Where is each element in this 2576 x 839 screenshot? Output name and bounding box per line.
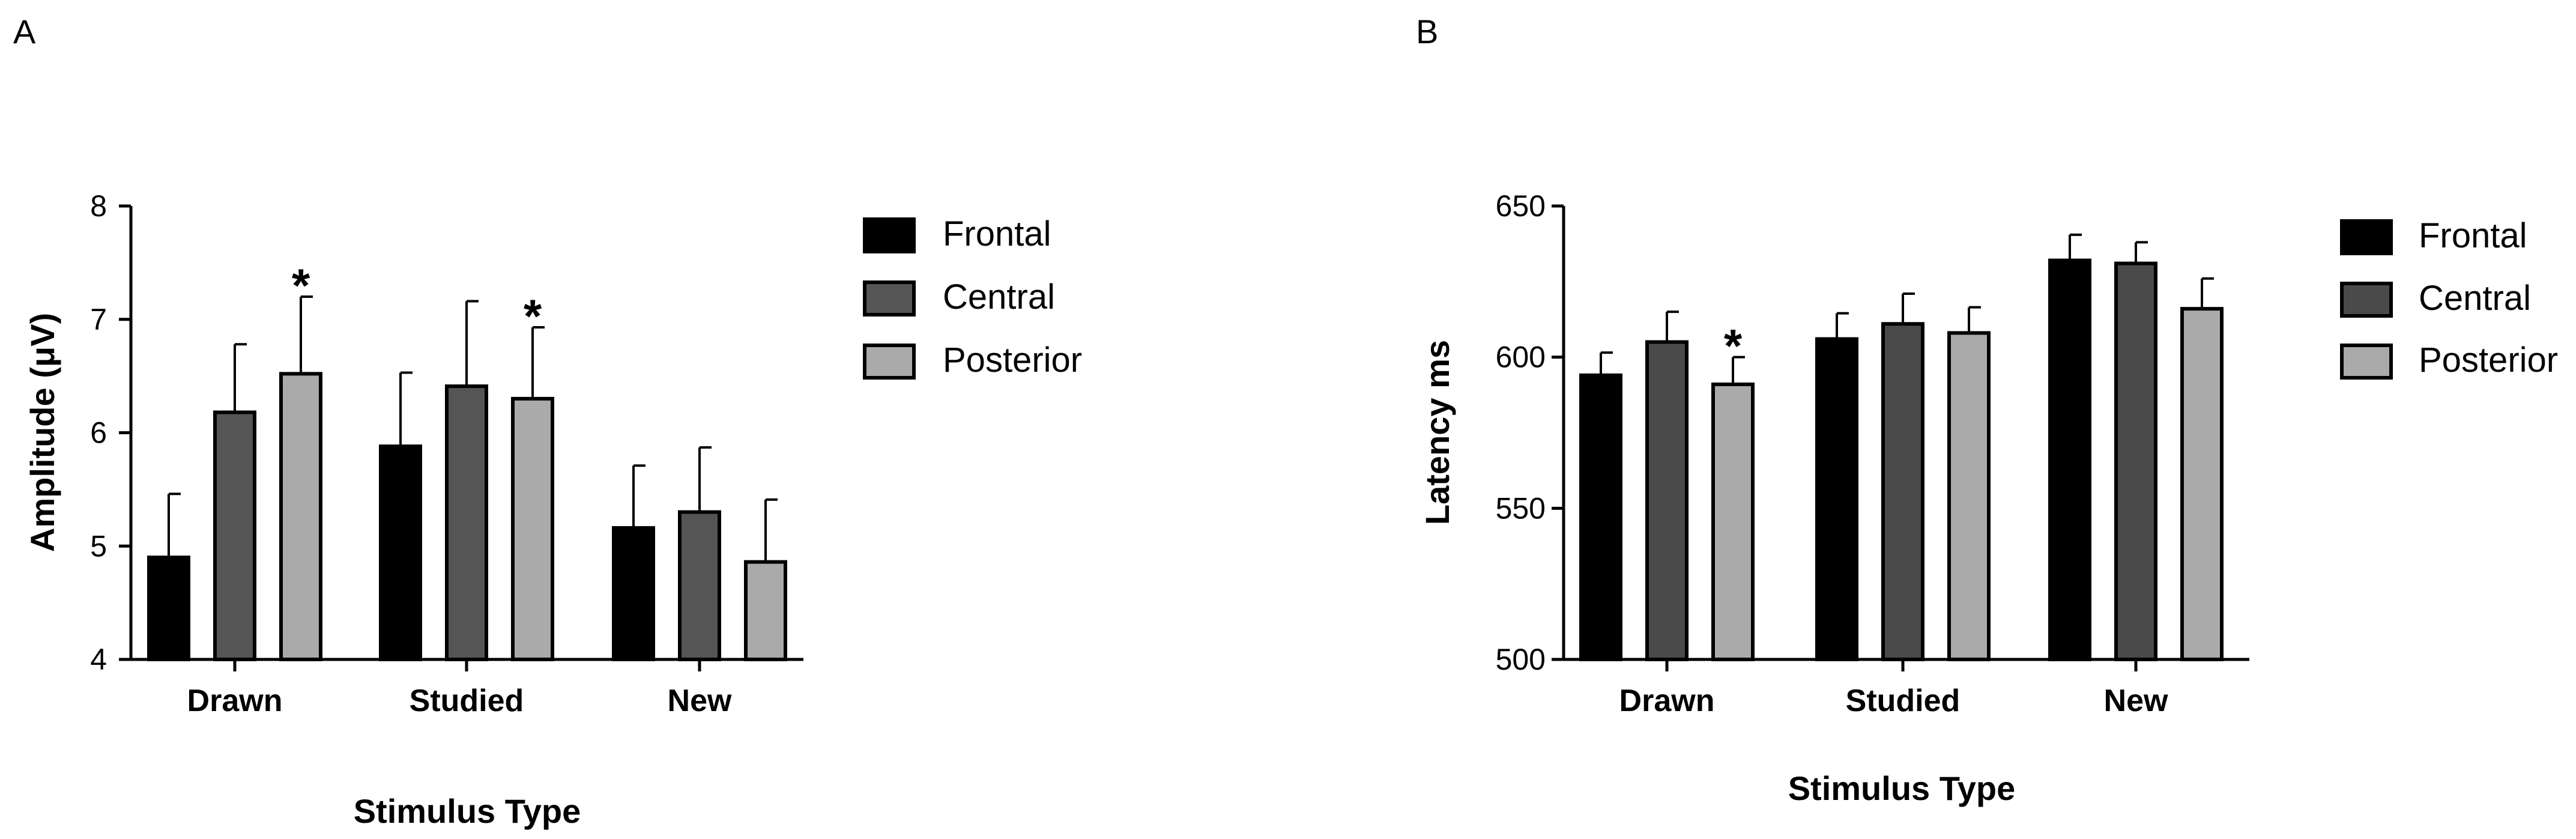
significance-star: * xyxy=(524,289,542,342)
x-tick-label: Drawn xyxy=(1619,683,1715,718)
panel-a-marks: 4 5 6 7 8 Drawn Studied New * * Stimulus Type Ampli… xyxy=(23,189,1082,830)
y-tick-label: 6 xyxy=(90,416,107,450)
legend-swatch-posterior xyxy=(2340,344,2393,380)
x-tick-label: Studied xyxy=(410,683,524,718)
bar-frontal xyxy=(379,444,422,662)
bar-posterior xyxy=(279,372,322,661)
panel-b-marks: 500 550 600 650 Drawn Studied New * Stimulus Typ… xyxy=(1418,189,2558,807)
bar-central xyxy=(445,384,488,661)
legend-swatch-frontal xyxy=(2340,219,2393,255)
y-tick-label: 500 xyxy=(1496,643,1546,676)
significance-star: * xyxy=(1724,320,1743,372)
y-axis-title: Amplitude (μV) xyxy=(23,313,61,552)
bar-frontal xyxy=(1815,337,1858,661)
x-tick-label: New xyxy=(2104,683,2168,718)
y-tick-label: 650 xyxy=(1496,189,1546,223)
x-tick-label: Studied xyxy=(1846,683,1961,718)
bar-central xyxy=(213,410,256,662)
x-axis-title: Stimulus Type xyxy=(1788,769,2016,807)
legend-label: Central xyxy=(943,277,1055,317)
bar-frontal xyxy=(147,556,190,661)
y-tick-label: 8 xyxy=(90,189,107,223)
bar-frontal xyxy=(1579,373,1622,661)
legend-swatch-frontal xyxy=(863,217,916,253)
legend-swatch-posterior xyxy=(863,344,916,380)
bar-central xyxy=(678,510,721,661)
bar-posterior xyxy=(744,560,787,661)
significance-star: * xyxy=(292,259,310,312)
y-tick-label: 5 xyxy=(90,529,107,563)
y-tick-label: 550 xyxy=(1496,491,1546,525)
bar-central xyxy=(1881,322,1924,661)
bar-central xyxy=(1645,340,1689,661)
panel-b-label: B xyxy=(1416,13,1438,50)
bar-posterior xyxy=(1947,331,1991,661)
y-tick-label: 4 xyxy=(90,643,107,676)
x-axis-title: Stimulus Type xyxy=(354,792,581,830)
legend-label: Frontal xyxy=(2419,216,2527,255)
y-axis-title: Latency ms xyxy=(1418,340,1456,525)
bar-central xyxy=(2114,261,2157,661)
y-tick-label: 600 xyxy=(1496,341,1546,374)
legend-label: Frontal xyxy=(943,214,1051,253)
legend-label: Posterior xyxy=(943,341,1082,380)
bar-posterior xyxy=(1711,382,1755,661)
y-tick-label: 7 xyxy=(90,303,107,336)
bar-frontal xyxy=(612,526,655,661)
panel-a: A 4 5 6 7 8 Drawn Studied New * * Stimulus Type Amp… xyxy=(13,13,1082,830)
panel-b: B 500 550 600 650 Drawn Studied New * Stimulus T… xyxy=(1416,13,2558,807)
bar-posterior xyxy=(2180,307,2224,661)
legend-swatch-central xyxy=(863,280,916,317)
panel-a-label: A xyxy=(13,13,36,50)
legend-label: Central xyxy=(2419,279,2531,318)
legend-swatch-central xyxy=(2340,282,2393,318)
x-tick-label: New xyxy=(668,683,732,718)
legend-label: Posterior xyxy=(2419,341,2558,380)
x-tick-label: Drawn xyxy=(187,683,283,718)
bar-posterior xyxy=(511,396,554,661)
bar-frontal xyxy=(2048,258,2091,662)
